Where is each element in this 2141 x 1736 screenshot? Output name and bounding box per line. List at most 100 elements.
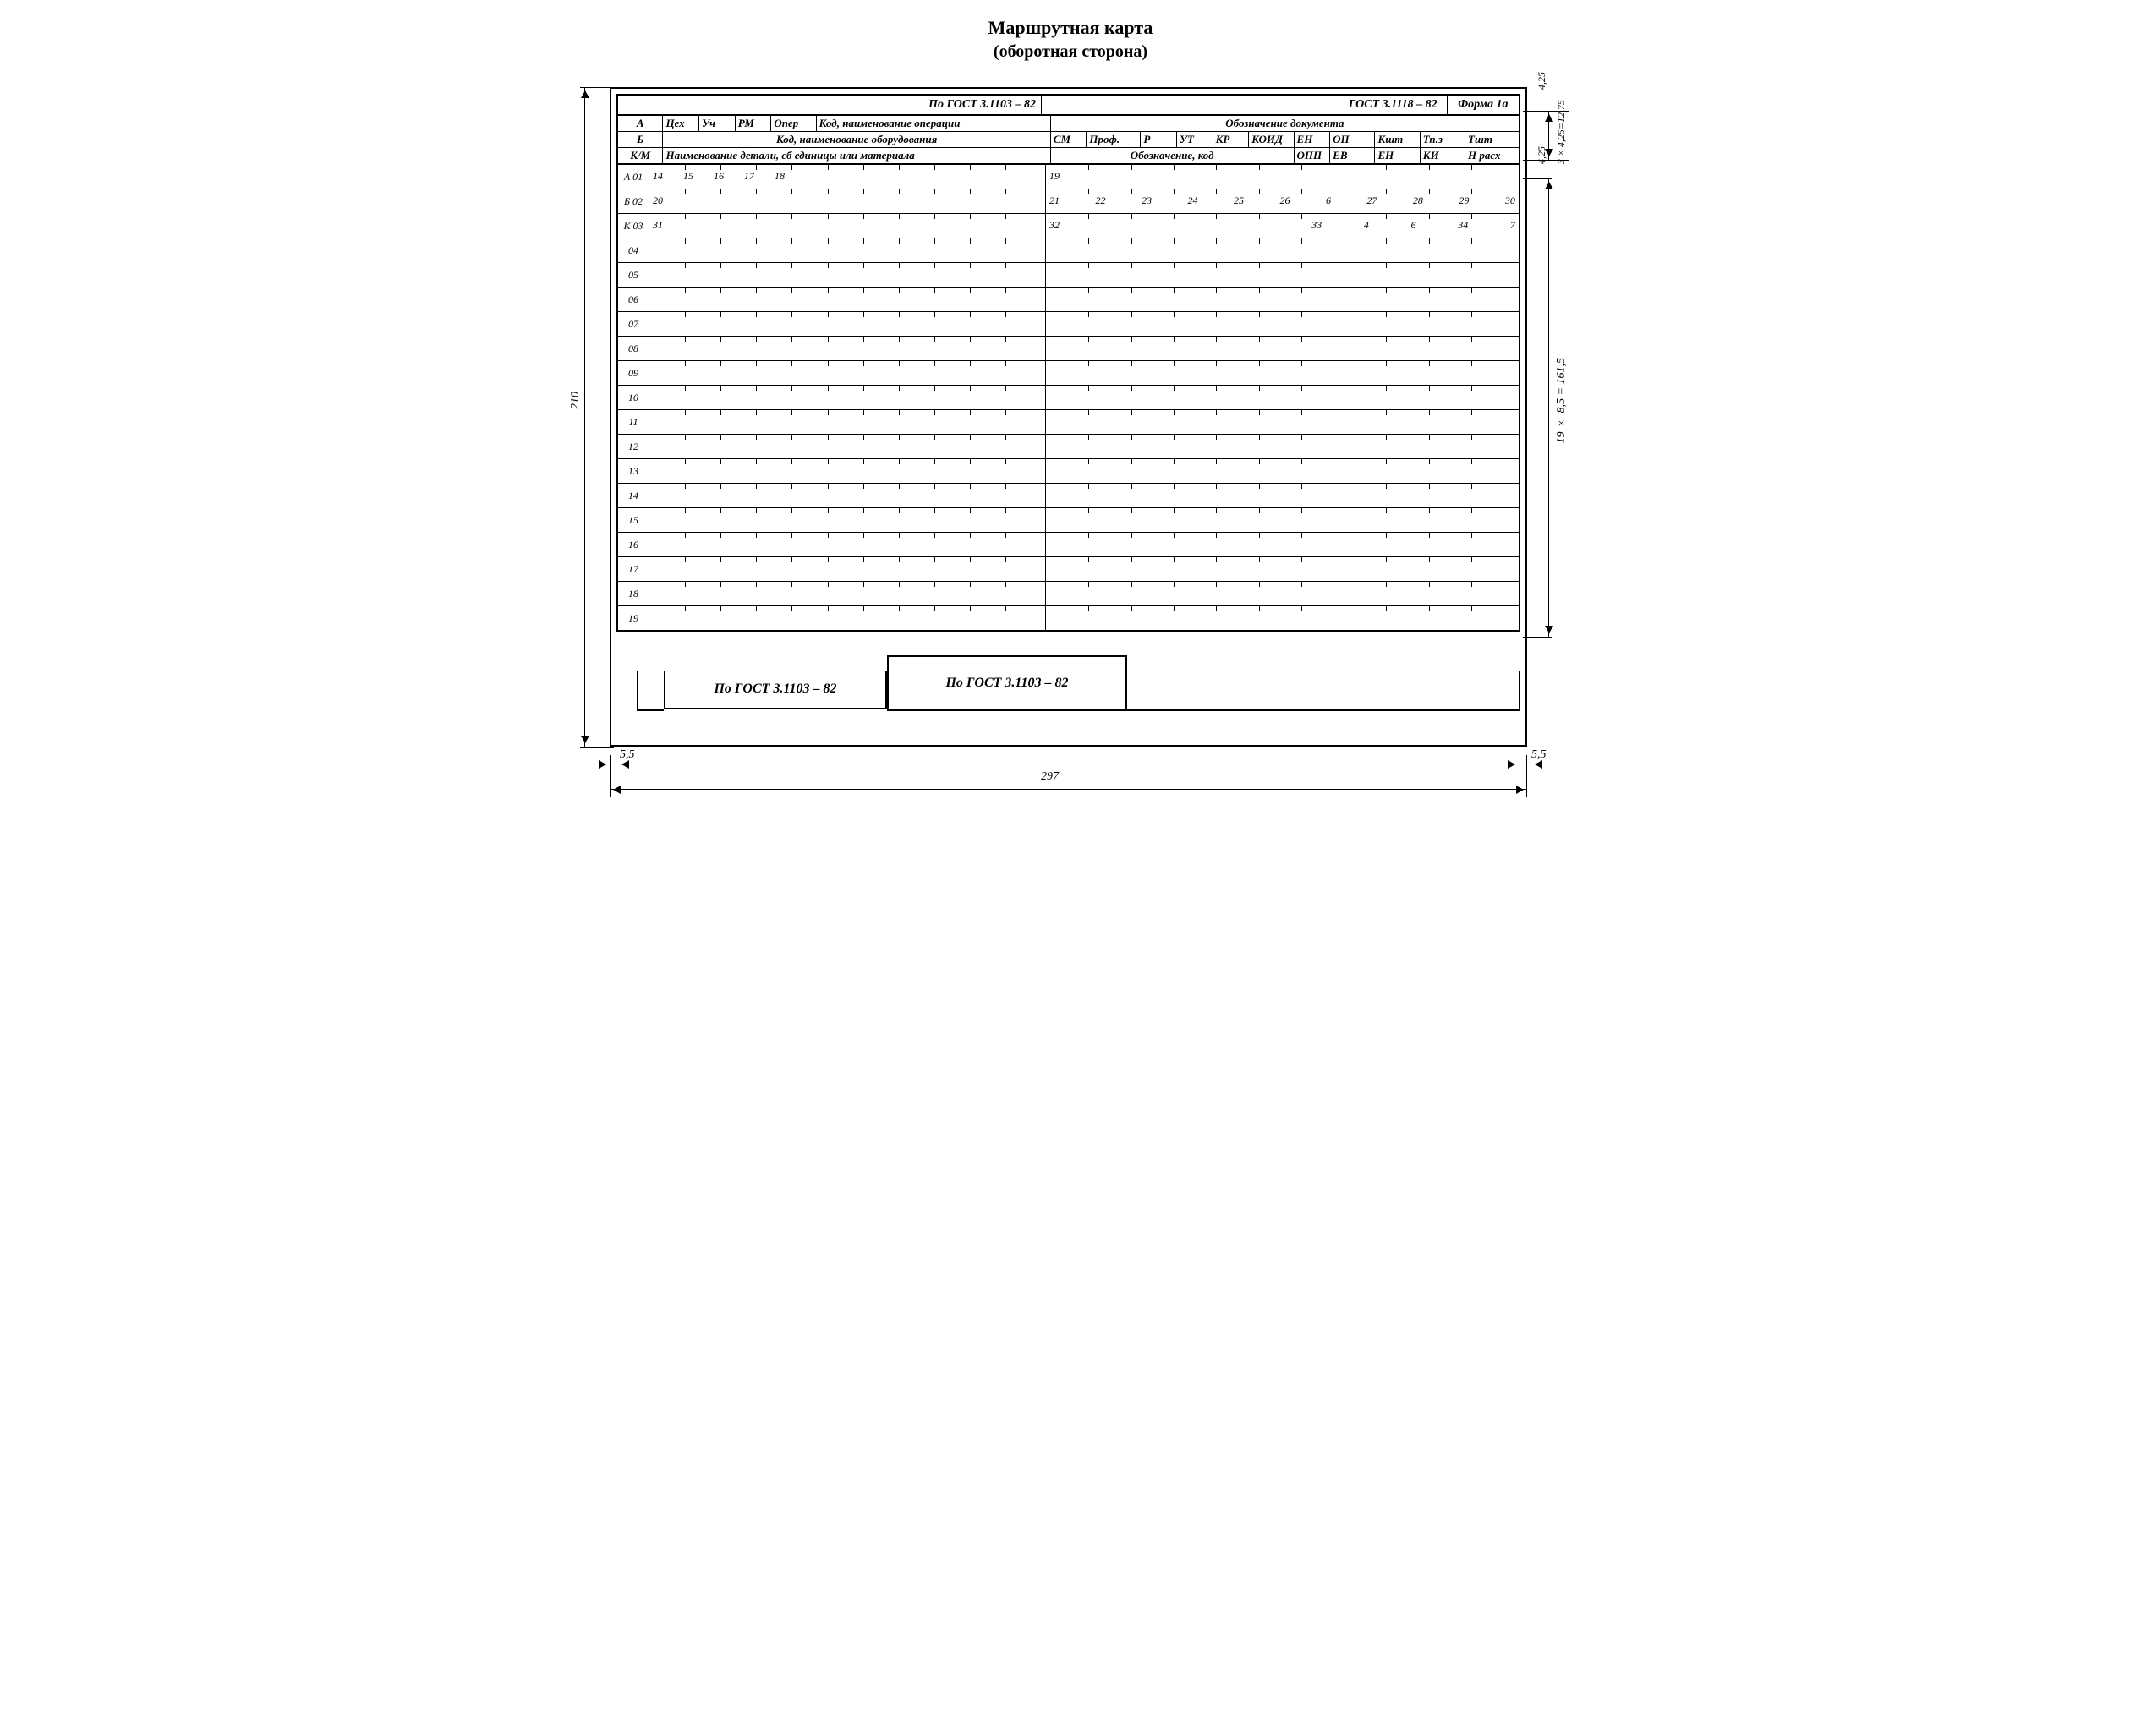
hdr-cell: ОП bbox=[1330, 132, 1375, 148]
row-label: 19 bbox=[618, 606, 649, 631]
row-right-cell bbox=[1046, 557, 1520, 582]
body-row: 13 bbox=[618, 459, 1520, 484]
row-left-cell bbox=[649, 386, 1046, 410]
row-label: Б 02 bbox=[618, 189, 649, 214]
row-right-cell bbox=[1046, 386, 1520, 410]
body-row: 19 bbox=[618, 606, 1520, 631]
row-label: 06 bbox=[618, 288, 649, 312]
row-label: 10 bbox=[618, 386, 649, 410]
hdr-cell: ЕН bbox=[1375, 148, 1420, 164]
hdr-cell: СМ bbox=[1050, 132, 1087, 148]
row-label: 16 bbox=[618, 533, 649, 557]
row-label: 09 bbox=[618, 361, 649, 386]
row-label: 08 bbox=[618, 337, 649, 361]
row-left-cell: 1415161718 bbox=[649, 165, 1046, 189]
row-label: 12 bbox=[618, 435, 649, 459]
row-label: 05 bbox=[618, 263, 649, 288]
row-right-cell bbox=[1046, 459, 1520, 484]
row-label: 15 bbox=[618, 508, 649, 533]
hdr-cell: РМ bbox=[735, 116, 771, 132]
row-right-cell bbox=[1046, 484, 1520, 508]
dim-line bbox=[1548, 111, 1549, 160]
dim-210: 210 bbox=[569, 392, 583, 409]
gost-left: По ГОСТ 3.1103 – 82 bbox=[664, 671, 887, 709]
row-right-cell bbox=[1046, 435, 1520, 459]
ext-line bbox=[1523, 178, 1552, 179]
dim-line-body bbox=[1548, 178, 1549, 637]
body-row: К 0331323346347 bbox=[618, 214, 1520, 238]
dim-55r: 5,5 bbox=[1531, 748, 1547, 762]
hdr-cell: Тшт bbox=[1465, 132, 1520, 148]
body-row: 07 bbox=[618, 312, 1520, 337]
row-right-cell bbox=[1046, 508, 1520, 533]
row-label: 13 bbox=[618, 459, 649, 484]
top-strip: По ГОСТ 3.1103 – 82 ГОСТ 3.1118 – 82 Фор… bbox=[617, 95, 1520, 115]
ext-line bbox=[1523, 637, 1552, 638]
hdr-cell: КОИД bbox=[1249, 132, 1294, 148]
hdr-cell: Н расх bbox=[1465, 148, 1520, 164]
row-left-cell bbox=[649, 533, 1046, 557]
body-row: 14 bbox=[618, 484, 1520, 508]
row-label: К 03 bbox=[618, 214, 649, 238]
dim-body-sum: 19 × 8,5 = 161,5 bbox=[1555, 358, 1569, 443]
body-row: 16 bbox=[618, 533, 1520, 557]
row-left-cell bbox=[649, 410, 1046, 435]
row-left-cell bbox=[649, 557, 1046, 582]
body-row: 12 bbox=[618, 435, 1520, 459]
body-row: 11 bbox=[618, 410, 1520, 435]
body-row: 18 bbox=[618, 582, 1520, 606]
body-row: 06 bbox=[618, 288, 1520, 312]
body-row: 10 bbox=[618, 386, 1520, 410]
row-left-cell bbox=[649, 238, 1046, 263]
hdr-cell: Код, наименование оборудования bbox=[663, 132, 1050, 148]
hdr-K: К/М bbox=[618, 148, 663, 164]
doc-subtitle: (оборотная сторона) bbox=[567, 42, 1574, 62]
hdr-cell: Тп.з bbox=[1420, 132, 1465, 148]
ext-line bbox=[1526, 755, 1527, 797]
hdr-cell: Цех bbox=[663, 116, 699, 132]
hdr-cell: КИ bbox=[1420, 148, 1465, 164]
body-row: А 01141516171819 bbox=[618, 165, 1520, 189]
dim-297: 297 bbox=[1041, 770, 1059, 784]
page: Маршрутная карта (оборотная сторона) 210… bbox=[567, 17, 1574, 747]
inner-frame: По ГОСТ 3.1103 – 82 ГОСТ 3.1118 – 82 Фор… bbox=[616, 94, 1520, 632]
ext-line bbox=[580, 87, 614, 88]
hdr-cell: ЕВ bbox=[1330, 148, 1375, 164]
row-left-cell bbox=[649, 606, 1046, 631]
hdr-cell: Обозначение документа bbox=[1050, 116, 1519, 132]
hdr-cell: Проф. bbox=[1087, 132, 1141, 148]
dim-line-210 bbox=[584, 87, 585, 747]
hdr-cell: Код, наименование операции bbox=[816, 116, 1050, 132]
row-left-cell bbox=[649, 361, 1046, 386]
row-label: 11 bbox=[618, 410, 649, 435]
row-right-cell: 323346347 bbox=[1046, 214, 1520, 238]
row-right-cell bbox=[1046, 606, 1520, 631]
row-right-cell: 19 bbox=[1046, 165, 1520, 189]
hdr-cell: ОПП bbox=[1294, 148, 1330, 164]
row-left-cell bbox=[649, 508, 1046, 533]
row-label: 17 bbox=[618, 557, 649, 582]
dim-425a: 4,25 bbox=[1536, 72, 1548, 90]
hdr-cell: Уч bbox=[699, 116, 736, 132]
row-left-cell bbox=[649, 263, 1046, 288]
row-left-cell: 31 bbox=[649, 214, 1046, 238]
row-left-cell bbox=[649, 459, 1046, 484]
hdr-cell: Обозначение, код bbox=[1050, 148, 1294, 164]
row-right-cell bbox=[1046, 312, 1520, 337]
top-gost-num: ГОСТ 3.1118 – 82 bbox=[1339, 96, 1447, 115]
ext-line bbox=[1523, 111, 1569, 112]
ext-line bbox=[580, 747, 614, 748]
body-row: 09 bbox=[618, 361, 1520, 386]
body-row: Б 0220212223242526627282930 bbox=[618, 189, 1520, 214]
row-label: 14 bbox=[618, 484, 649, 508]
row-label: 04 bbox=[618, 238, 649, 263]
row-right-cell bbox=[1046, 288, 1520, 312]
hdr-cell: Кшт bbox=[1375, 132, 1420, 148]
row-left-cell bbox=[649, 288, 1046, 312]
hdr-cell: Опер bbox=[771, 116, 816, 132]
hdr-A: А bbox=[618, 116, 663, 132]
top-gost-cell: По ГОСТ 3.1103 – 82 bbox=[618, 96, 1042, 115]
body-row: 04 bbox=[618, 238, 1520, 263]
dim-line-297 bbox=[610, 789, 1527, 790]
body-row: 05 bbox=[618, 263, 1520, 288]
